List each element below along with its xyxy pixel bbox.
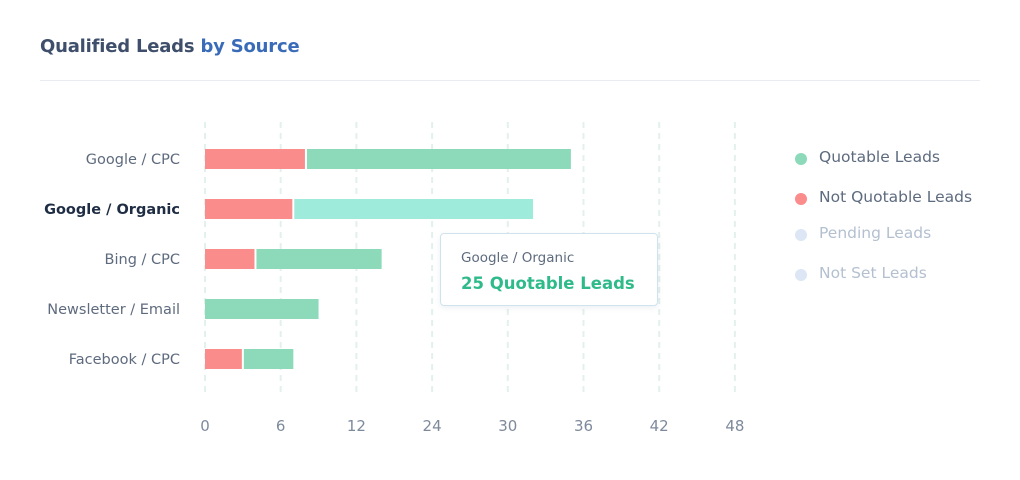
bar-not-quotable-facebook-cpc [205, 349, 242, 369]
tooltip-category: Google / Organic [461, 250, 575, 266]
tooltip-value: 25 Quotable Leads [461, 274, 635, 293]
title-divider [40, 80, 980, 81]
x-tick-label-6: 6 [276, 417, 286, 435]
legend-dot-quotable [795, 153, 807, 165]
bar-quotable-facebook-cpc [243, 349, 294, 369]
x-tick-label-42: 42 [650, 417, 669, 435]
chart-title-main: Qualified Leads [40, 36, 195, 57]
y-category-label-facebook-cpc: Facebook / CPC [69, 352, 180, 368]
chart-title-accent: by Source [200, 36, 300, 57]
legend-label-pending: Pending Leads [819, 224, 932, 242]
chart-tooltip: Google / Organic 25 Quotable Leads [440, 233, 658, 306]
x-tick-label-48: 48 [725, 417, 744, 435]
y-category-label-google-organic: Google / Organic [44, 202, 180, 218]
legend-label-not-quotable: Not Quotable Leads [819, 188, 973, 206]
x-tick-label-0: 0 [200, 417, 210, 435]
x-tick-label-12: 12 [347, 417, 366, 435]
y-category-label-newsletter-email: Newsletter / Email [47, 302, 180, 318]
bar-not-quotable-google-cpc [205, 149, 305, 169]
bar-quotable-newsletter-email [205, 299, 319, 319]
legend-label-not-set: Not Set Leads [819, 264, 927, 282]
bar-not-quotable-bing-cpc [205, 249, 255, 269]
legend-dot-not-set [795, 269, 807, 281]
x-tick-label-24: 24 [423, 417, 442, 435]
chart-title: Qualified Leads by Source [40, 36, 300, 57]
bar-quotable-bing-cpc [256, 249, 382, 269]
legend-dot-not-quotable [795, 193, 807, 205]
y-category-label-google-cpc: Google / CPC [86, 152, 180, 168]
x-tick-label-30: 30 [498, 417, 517, 435]
x-tick-label-36: 36 [574, 417, 593, 435]
legend-dot-pending [795, 229, 807, 241]
y-category-label-bing-cpc: Bing / CPC [105, 252, 180, 268]
bar-quotable-google-organic [294, 199, 534, 219]
legend-label-quotable: Quotable Leads [819, 148, 941, 166]
bar-quotable-google-cpc [306, 149, 571, 169]
bar-not-quotable-google-organic [205, 199, 293, 219]
